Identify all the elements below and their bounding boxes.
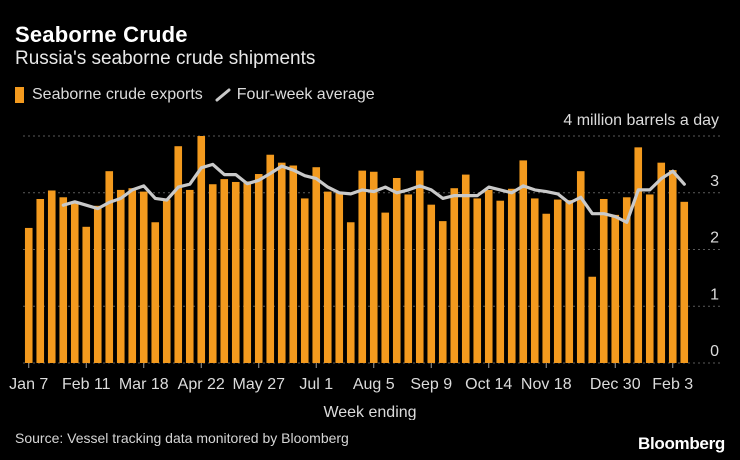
chart-subtitle: Russia's seaborne crude shipments — [15, 48, 316, 69]
bar — [427, 204, 436, 363]
average-line-group — [61, 162, 686, 224]
y-tick-label: 1 — [710, 286, 719, 303]
x-tick-label: Jul 1 — [299, 376, 333, 393]
bar — [599, 198, 608, 363]
x-tick-label: Feb 11 — [62, 376, 111, 393]
bar — [473, 198, 482, 363]
bar — [392, 177, 401, 363]
legend-bars-label: Seaborne crude exports — [32, 86, 203, 103]
bar — [116, 189, 125, 363]
source-note: Source: Vessel tracking data monitored b… — [15, 430, 349, 446]
legend: Seaborne crude exports Four-week average — [15, 86, 375, 104]
x-tick-label: Feb 3 — [652, 376, 693, 393]
y-tick-label: 3 — [710, 173, 719, 190]
bar — [59, 197, 68, 363]
axes: 0 1 2 3 4 million barrels a day Jan 7 Feb 11 Ma… — [9, 112, 719, 420]
bar — [484, 189, 493, 363]
bar — [438, 221, 447, 363]
bar — [162, 199, 171, 363]
x-tick-label: Oct 14 — [465, 376, 512, 393]
bar — [507, 188, 516, 363]
x-tick-label: May 27 — [233, 376, 286, 393]
bar — [542, 213, 551, 363]
bar — [588, 276, 597, 363]
x-tick-label: Sep 9 — [410, 376, 452, 393]
bar — [565, 200, 574, 363]
bar — [323, 191, 332, 363]
bar — [369, 171, 378, 363]
bar — [47, 190, 56, 363]
x-tick-label: Aug 5 — [353, 376, 395, 393]
bar — [381, 212, 390, 363]
gridlines — [23, 135, 722, 364]
bar — [680, 201, 689, 363]
bar — [185, 189, 194, 363]
y-tick-label: 0 — [710, 343, 719, 360]
y-tick-label: 2 — [710, 230, 719, 247]
bar — [36, 198, 45, 363]
bar — [289, 165, 298, 363]
legend-bar-swatch — [15, 87, 24, 103]
bar — [70, 202, 79, 363]
bar — [415, 170, 424, 363]
bar — [622, 197, 631, 363]
bar — [450, 188, 459, 363]
x-tick-label: Nov 18 — [521, 376, 572, 393]
bar — [254, 174, 263, 363]
bar — [657, 162, 666, 363]
bar — [634, 147, 643, 363]
bar — [243, 181, 252, 363]
bloomberg-logo: Bloomberg — [637, 434, 725, 453]
bar — [496, 200, 505, 363]
bar — [266, 154, 275, 363]
bar — [93, 205, 102, 363]
x-tick-label: Dec 30 — [590, 376, 641, 393]
bar — [174, 146, 183, 363]
bar — [197, 136, 206, 363]
bar — [231, 181, 240, 363]
bar — [576, 171, 585, 363]
x-tick-label: Jan 7 — [9, 376, 48, 393]
bar-line-chart: 0 1 2 3 4 million barrels a day Jan 7 Feb 11 Ma… — [9, 112, 722, 420]
bar — [220, 179, 229, 363]
bars — [24, 136, 689, 363]
bar — [24, 227, 33, 363]
chart-title: Seaborne Crude — [15, 22, 188, 47]
bar — [461, 174, 470, 363]
bar — [530, 198, 539, 363]
bar — [312, 167, 321, 363]
bar — [668, 170, 677, 363]
legend-line-label: Four-week average — [236, 86, 375, 103]
unit-label: 4 million barrels a day — [563, 112, 719, 129]
bar — [645, 194, 654, 363]
bar — [335, 192, 344, 363]
bar — [105, 171, 114, 363]
bar — [346, 222, 355, 363]
bar — [404, 194, 413, 363]
bar — [358, 170, 367, 363]
bar — [553, 199, 562, 363]
bar — [611, 214, 620, 363]
x-tick-label: Apr 22 — [178, 376, 225, 393]
bar — [151, 222, 160, 363]
bar — [82, 226, 91, 363]
bar — [519, 160, 528, 363]
legend-line-icon — [215, 88, 231, 102]
bar — [128, 188, 137, 363]
x-tick-label: Mar 18 — [119, 376, 169, 393]
bar — [208, 184, 217, 363]
x-axis-title: Week ending — [323, 404, 416, 420]
average-line — [61, 162, 686, 224]
bar — [277, 162, 286, 363]
bar — [300, 198, 309, 363]
bar — [139, 191, 148, 363]
